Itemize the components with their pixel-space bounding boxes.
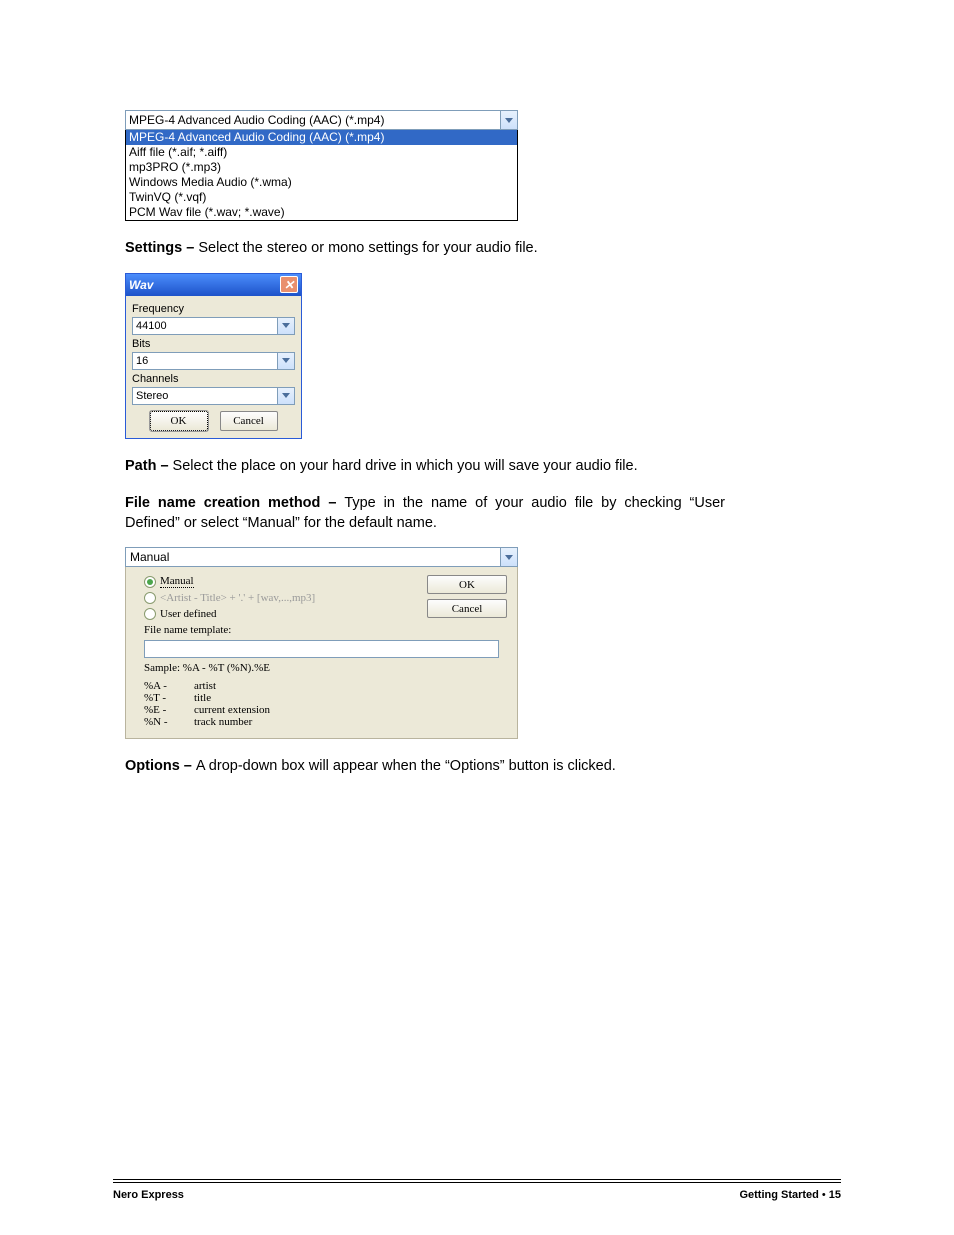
wav-settings-dialog: Wav ✕ Frequency 44100 Bits 16 Channels S…: [125, 273, 302, 439]
settings-body: Select the stereo or mono settings for y…: [198, 240, 537, 256]
legend-key: %N -: [144, 716, 174, 728]
chevron-down-icon[interactable]: [277, 318, 294, 334]
settings-paragraph: Settings – Select the stereo or mono set…: [125, 239, 725, 259]
legend-key: %E -: [144, 704, 174, 716]
path-paragraph: Path – Select the place on your hard dri…: [125, 457, 725, 477]
format-option[interactable]: mp3PRO (*.mp3): [126, 160, 517, 175]
chevron-down-icon[interactable]: [277, 353, 294, 369]
format-combobox[interactable]: MPEG-4 Advanced Audio Coding (AAC) (*.mp…: [125, 110, 518, 130]
close-icon[interactable]: ✕: [280, 276, 298, 293]
cancel-button[interactable]: Cancel: [427, 599, 507, 618]
radio-artist-title[interactable]: [144, 592, 156, 604]
filename-paragraph: File name creation method – Type in the …: [125, 494, 725, 533]
radio-user-defined-label: User defined: [160, 608, 217, 620]
format-option[interactable]: MPEG-4 Advanced Audio Coding (AAC) (*.mp…: [126, 130, 517, 145]
settings-label: Settings –: [125, 240, 198, 256]
legend-val: artist: [194, 680, 216, 692]
page-footer: Nero Express Getting Started•15: [113, 1189, 841, 1201]
footer-rule: [113, 1179, 841, 1180]
format-option[interactable]: TwinVQ (*.vqf): [126, 190, 517, 205]
frequency-value: 44100: [133, 320, 277, 332]
footer-rule: [113, 1182, 841, 1183]
footer-product-name: Nero Express: [113, 1189, 184, 1201]
format-selected-text: MPEG-4 Advanced Audio Coding (AAC) (*.mp…: [126, 113, 500, 127]
radio-artist-title-label: <Artist - Title> + '.' + [wav,...,mp3]: [160, 592, 315, 604]
chevron-down-icon[interactable]: [277, 388, 294, 404]
cancel-button[interactable]: Cancel: [220, 411, 278, 431]
ok-button[interactable]: OK: [427, 575, 507, 594]
format-option[interactable]: PCM Wav file (*.wav; *.wave): [126, 205, 517, 220]
footer-right: Getting Started•15: [739, 1189, 841, 1201]
frequency-dropdown[interactable]: 44100: [132, 317, 295, 335]
options-paragraph: Options – A drop-down box will appear wh…: [125, 757, 725, 777]
template-label: File name template:: [144, 624, 507, 636]
channels-label: Channels: [132, 373, 295, 385]
path-body: Select the place on your hard drive in w…: [173, 458, 638, 474]
ok-button[interactable]: OK: [150, 411, 208, 431]
filename-template-input[interactable]: [144, 640, 499, 658]
template-legend: %A - artist %T - title %E - current extensi…: [144, 680, 507, 728]
sample-label: Sample: %A - %T (%N).%E: [144, 662, 507, 674]
format-dropdown-list[interactable]: MPEG-4 Advanced Audio Coding (AAC) (*.mp…: [125, 130, 518, 221]
footer-page-number: 15: [829, 1189, 841, 1201]
wav-title-text: Wav: [129, 278, 153, 292]
legend-key: %T -: [144, 692, 174, 704]
chevron-down-icon[interactable]: [500, 111, 517, 129]
footer-section: Getting Started: [739, 1189, 818, 1201]
format-option[interactable]: Windows Media Audio (*.wma): [126, 175, 517, 190]
options-body: A drop-down box will appear when the “Op…: [196, 758, 616, 774]
filename-label: File name creation method –: [125, 495, 344, 511]
channels-dropdown[interactable]: Stereo: [132, 387, 295, 405]
path-label: Path –: [125, 458, 173, 474]
bits-value: 16: [133, 355, 277, 367]
radio-user-defined[interactable]: [144, 608, 156, 620]
legend-val: track number: [194, 716, 252, 728]
channels-value: Stereo: [133, 390, 277, 402]
chevron-down-icon[interactable]: [500, 548, 517, 566]
options-label: Options –: [125, 758, 196, 774]
legend-key: %A -: [144, 680, 174, 692]
filename-method-combobox[interactable]: Manual: [125, 547, 518, 567]
wav-title-bar: Wav ✕: [126, 274, 301, 296]
bits-dropdown[interactable]: 16: [132, 352, 295, 370]
frequency-label: Frequency: [132, 303, 295, 315]
format-option[interactable]: Aiff file (*.aif; *.aiff): [126, 145, 517, 160]
radio-manual-label: Manual: [160, 575, 194, 588]
radio-manual[interactable]: [144, 576, 156, 588]
filename-method-panel: OK Cancel Manual <Artist - Title> + '.' …: [125, 567, 518, 739]
filename-method-value: Manual: [126, 550, 500, 564]
bits-label: Bits: [132, 338, 295, 350]
legend-val: title: [194, 692, 211, 704]
legend-val: current extension: [194, 704, 270, 716]
